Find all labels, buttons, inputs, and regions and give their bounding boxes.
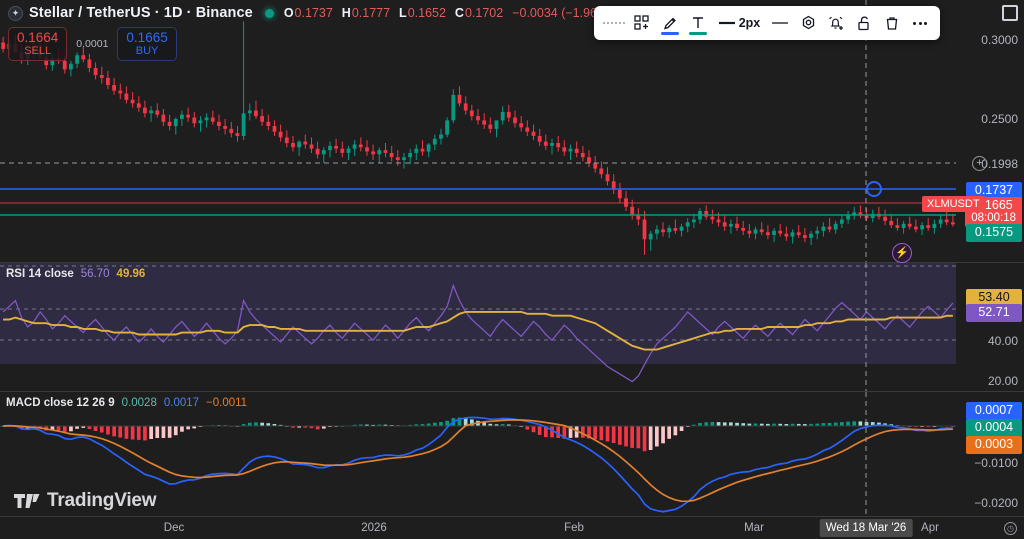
price-axis-label-0: 0.3000 <box>981 33 1018 47</box>
macd-chart-canvas[interactable] <box>0 392 956 516</box>
macd-axis-label-1: −0.0200 <box>974 496 1018 510</box>
spread-value: 0.0001 <box>76 38 109 50</box>
macd-pane[interactable]: MACD close 12 26 9 0.0028 0.0017 −0.0011 <box>0 392 956 516</box>
add-alert-icon[interactable] <box>823 9 849 37</box>
sell-label: SELL <box>24 45 52 57</box>
market-status-indicator[interactable] <box>264 8 274 18</box>
tradingview-watermark: TradingView <box>14 490 157 512</box>
sell-button[interactable]: 0.1664 SELL <box>8 27 68 61</box>
macd-line <box>3 416 953 513</box>
rsi-legend-name: RSI 14 close <box>6 268 74 280</box>
price-axis-label-1: 0.2500 <box>981 112 1018 126</box>
symbol-title[interactable]: Stellar / TetherUS · 1D · Binance <box>29 5 253 21</box>
pane-divider-1[interactable] <box>0 262 1024 263</box>
support-price-badge[interactable]: 0.1575 <box>966 224 1022 242</box>
price-axis[interactable]: 0.3000 0.2500 + 0.1998 0.1737 0.1665 08:… <box>956 0 1024 516</box>
rsi-legend[interactable]: RSI 14 close 56.70 49.96 <box>6 268 145 280</box>
pane-divider-2[interactable] <box>0 391 1024 392</box>
tradingview-watermark-text: TradingView <box>47 490 157 511</box>
pencil-color-swatch[interactable] <box>661 32 679 35</box>
unlock-icon[interactable] <box>851 9 877 37</box>
line-weight-button[interactable]: 2px <box>713 9 765 37</box>
crosshair-price-label: 0.1998 <box>981 157 1018 171</box>
macd-line-badge[interactable]: 0.0007 <box>966 402 1022 420</box>
ohlc-values: O0.1737 H0.1777 L0.1652 C0.1702 −0.0034 … <box>284 6 612 20</box>
crosshair-time-label: Wed 18 Mar '26 <box>819 519 913 537</box>
macd-legend-name: MACD close 12 26 9 <box>6 397 115 409</box>
macd-line-value: 0.0017 <box>163 397 200 409</box>
chart-header: ✦ Stellar / TetherUS · 1D · Binance O0.1… <box>0 0 612 26</box>
add-template-icon[interactable] <box>629 9 655 37</box>
time-axis-tick-4: Apr <box>921 522 939 534</box>
macd-axis-label-0: −0.0100 <box>974 456 1018 470</box>
drawing-toolbar[interactable]: 2px <box>594 6 940 40</box>
rsi-pane[interactable]: RSI 14 close 56.70 49.96 <box>0 263 956 391</box>
rsi-ma-badge[interactable]: 53.40 <box>966 289 1022 307</box>
time-axis[interactable]: Dec 2026 Feb Mar Apr Wed 18 Mar '26 ◷ <box>0 516 1024 539</box>
rsi-moving-average-line <box>3 310 953 351</box>
lightning-badge[interactable]: ⚡ <box>892 243 912 263</box>
stellar-icon: ✦ <box>8 5 23 21</box>
drawing-anchor-point <box>866 181 882 197</box>
time-axis-tick-2: Feb <box>564 522 584 534</box>
more-options-icon[interactable] <box>907 9 933 37</box>
macd-hist-value: 0.0028 <box>121 397 157 409</box>
time-axis-tick-3: Mar <box>744 522 764 534</box>
buy-sell-widget: 0.1664 SELL 0.0001 0.1665 BUY <box>8 27 177 61</box>
macd-hist-badge[interactable]: 0.0004 <box>966 419 1022 437</box>
macd-legend[interactable]: MACD close 12 26 9 0.0028 0.0017 −0.0011 <box>6 397 247 409</box>
price-change: −0.0034 (−1.96%) <box>512 6 613 20</box>
rsi-axis-label-0: 40.00 <box>987 334 1018 348</box>
low-value: L0.1652 <box>399 6 446 20</box>
settings-gear-icon[interactable] <box>795 9 821 37</box>
clock-icon[interactable]: ◷ <box>1004 522 1017 535</box>
text-color-swatch[interactable] <box>689 32 707 35</box>
text-color-icon[interactable] <box>685 9 711 37</box>
macd-signal-value: −0.0011 <box>206 397 248 409</box>
buy-label: BUY <box>135 45 159 57</box>
rsi-value-badge[interactable]: 52.71 <box>966 304 1022 322</box>
countdown-timer: 08:00:18 <box>971 212 1016 224</box>
time-axis-tick-0: Dec <box>163 522 185 534</box>
rsi-ma-legend-value: 49.96 <box>116 268 146 280</box>
buy-price: 0.1665 <box>126 30 168 45</box>
symbol-price-tag: XLMUSDT <box>922 196 985 212</box>
open-value: O0.1737 <box>283 6 333 20</box>
drag-handle-icon[interactable] <box>601 9 627 37</box>
rsi-chart-canvas[interactable] <box>0 263 956 391</box>
line-style-icon[interactable] <box>767 9 793 37</box>
rsi-line <box>2 283 954 383</box>
macd-signal-badge[interactable]: 0.0003 <box>966 436 1022 454</box>
resistance-price-badge[interactable]: 0.1737 <box>966 182 1022 200</box>
close-value: C0.1702 <box>454 6 504 20</box>
rsi-legend-value: 56.70 <box>80 268 110 280</box>
delete-trash-icon[interactable] <box>879 9 905 37</box>
line-weight-label: 2px <box>738 16 761 30</box>
pencil-color-icon[interactable] <box>657 9 683 37</box>
high-value: H0.1777 <box>341 6 391 20</box>
fullscreen-icon[interactable] <box>1002 5 1018 21</box>
sell-price: 0.1664 <box>17 30 59 45</box>
add-alert-plus-button[interactable]: + <box>972 156 987 171</box>
tradingview-logo-icon <box>14 494 40 508</box>
buy-button[interactable]: 0.1665 BUY <box>117 27 177 61</box>
rsi-axis-label-1: 20.00 <box>987 374 1018 388</box>
macd-signal-line <box>3 419 953 503</box>
time-axis-tick-1: 2026 <box>361 522 387 534</box>
